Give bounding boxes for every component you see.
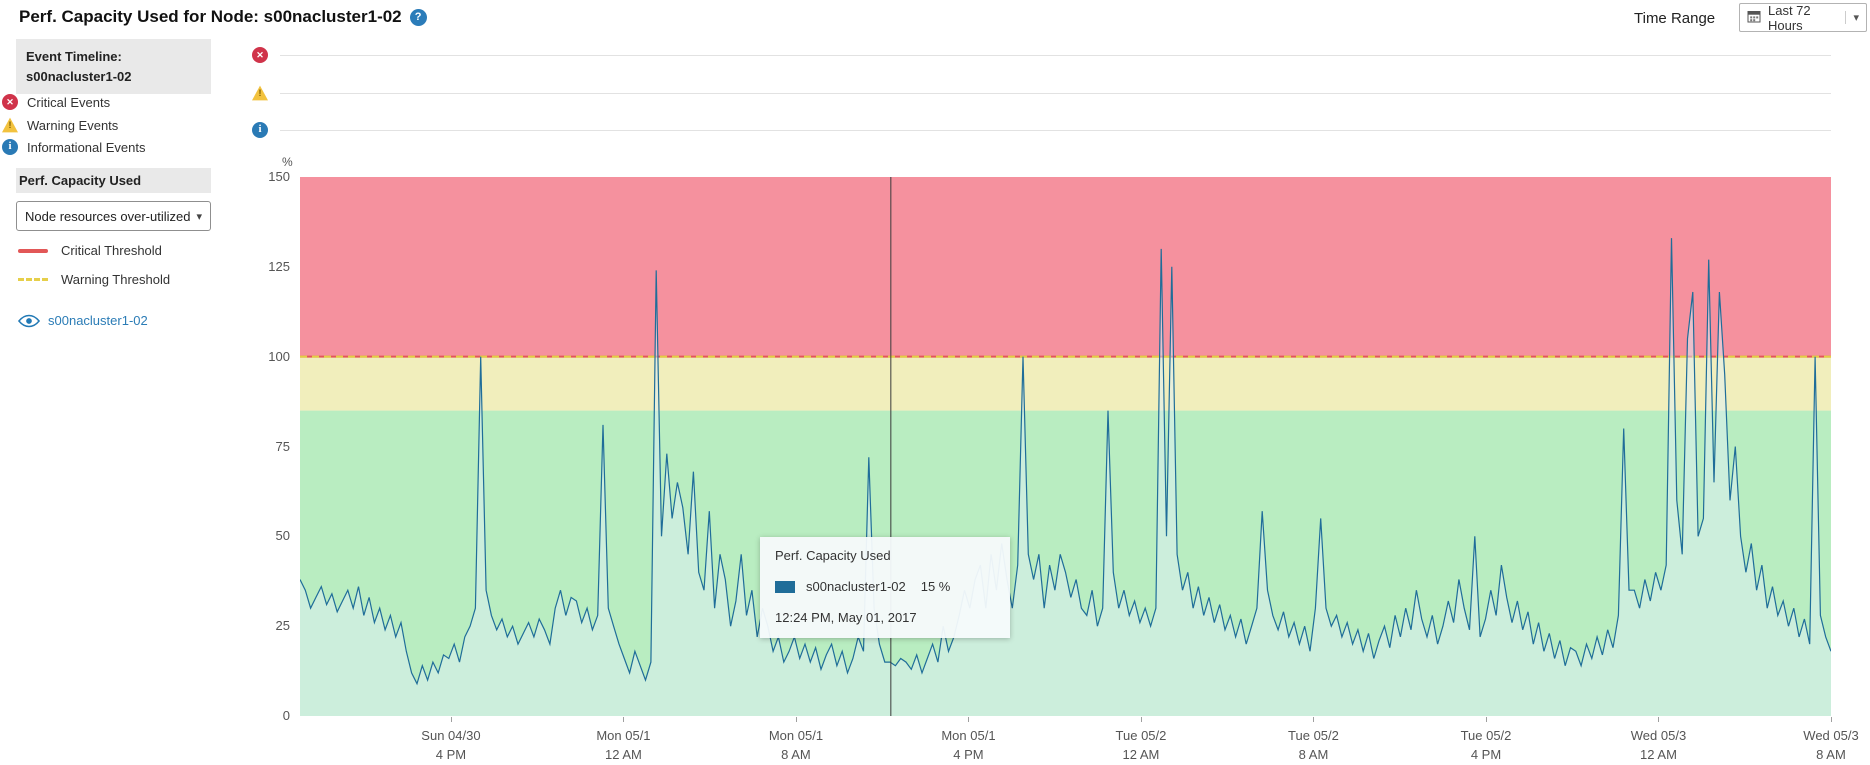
eye-icon: [18, 314, 40, 328]
event-timeline-title: Event Timeline:: [26, 49, 122, 64]
y-tick-label: 25: [275, 618, 290, 634]
legend-label: Warning Threshold: [61, 272, 171, 287]
legend-informational-events: Informational Events: [2, 139, 146, 155]
x-tick-mark: [1313, 717, 1315, 722]
x-tick-label: Wed 05/3 12 AM: [1630, 728, 1687, 762]
tooltip-timestamp: 12:24 PM, May 01, 2017: [775, 610, 917, 625]
page-header: Perf. Capacity Used for Node: s00naclust…: [19, 7, 427, 27]
tooltip-series-row: s00nacluster1-02 15 %: [775, 579, 995, 594]
perf-chart-plot[interactable]: [300, 177, 1831, 716]
legend-label: Critical Events: [27, 94, 111, 110]
legend-label: Warning Events: [27, 117, 119, 133]
warning-event-lane: [280, 93, 1831, 94]
perf-capacity-section-title: Perf. Capacity Used: [16, 168, 211, 193]
y-tick-label: 75: [275, 438, 290, 454]
y-tick-label: 125: [268, 258, 290, 274]
informational-event-lane: [280, 130, 1831, 131]
perf-chart-svg: [300, 177, 1831, 716]
series-toggle-label[interactable]: s00nacluster1-02: [48, 313, 148, 328]
chart-tooltip: Perf. Capacity Used s00nacluster1-02 15 …: [760, 537, 1010, 638]
x-tick-mark: [1140, 717, 1142, 722]
critical-event-icon: [2, 94, 18, 110]
critical-event-lane: [280, 55, 1831, 56]
x-tick-label: Tue 05/2 8 AM: [1288, 728, 1339, 762]
event-timeline-header: Event Timeline: s00nacluster1-02: [16, 39, 211, 94]
sidebar: Event Timeline: s00nacluster1-02: [16, 39, 211, 94]
tooltip-series-swatch: [775, 580, 795, 593]
page-title: Perf. Capacity Used for Node: s00naclust…: [19, 7, 402, 26]
y-tick-label: 50: [275, 528, 290, 544]
counter-dropdown[interactable]: Node resources over-utilized ▾: [16, 201, 211, 231]
informational-event-icon: [2, 139, 18, 155]
critical-event-lane-icon: [252, 47, 268, 63]
x-tick-mark: [795, 717, 797, 722]
tooltip-series-name: s00nacluster1-02: [806, 579, 906, 594]
chevron-down-icon: ▾: [196, 210, 202, 223]
warning-threshold-line: [18, 278, 48, 281]
time-range-dropdown[interactable]: Last 72 Hours ▾: [1739, 2, 1867, 33]
y-tick-label: 100: [268, 348, 290, 364]
event-timeline-node: s00nacluster1-02: [26, 68, 132, 84]
x-tick-mark: [623, 717, 625, 722]
tooltip-title: Perf. Capacity Used: [775, 548, 891, 563]
informational-event-lane-icon: [252, 122, 268, 138]
x-tick-mark: [968, 717, 970, 722]
x-tick-label: Wed 05/3 8 AM: [1803, 728, 1859, 762]
x-tick-label: Mon 05/1 12 AM: [596, 728, 651, 762]
tooltip-series-value: 15 %: [920, 579, 951, 594]
y-tick-label: 150: [268, 169, 290, 184]
help-icon[interactable]: ?: [409, 8, 427, 26]
x-tick-label: Tue 05/2 4 PM: [1460, 728, 1512, 762]
legend-warning-events: Warning Events: [2, 117, 118, 133]
chevron-down-icon: ▾: [1845, 11, 1859, 24]
x-tick-label: Tue 05/2 12 AM: [1115, 728, 1167, 762]
x-tick-label: Sun 04/30 4 PM: [421, 728, 481, 762]
calendar-icon: [1747, 9, 1761, 26]
time-range-label: Time Range: [1634, 10, 1716, 27]
series-visibility-toggle[interactable]: s00nacluster1-02: [18, 313, 148, 328]
legend-warning-threshold: Warning Threshold: [18, 272, 170, 287]
x-tick-mark: [1831, 717, 1832, 722]
critical-threshold-line: [18, 248, 48, 253]
warning-event-lane-icon: [252, 85, 268, 101]
x-tick-label: Mon 05/1 4 PM: [941, 728, 996, 762]
y-tick-label: 0: [282, 708, 290, 723]
x-tick-mark: [450, 717, 452, 722]
legend-label: Informational Events: [27, 139, 146, 155]
warning-event-icon: [2, 117, 18, 133]
legend-critical-threshold: Critical Threshold: [18, 243, 162, 258]
x-tick-mark: [1485, 717, 1487, 722]
legend-label: Critical Threshold: [61, 243, 162, 258]
counter-dropdown-value: Node resources over-utilized: [25, 208, 191, 224]
time-range-value: Last 72 Hours: [1768, 2, 1811, 33]
legend-critical-events: Critical Events: [2, 94, 110, 110]
y-axis-unit-label: %: [282, 155, 293, 169]
x-tick-label: Mon 05/1 8 AM: [768, 728, 824, 762]
x-tick-mark: [1658, 717, 1660, 722]
